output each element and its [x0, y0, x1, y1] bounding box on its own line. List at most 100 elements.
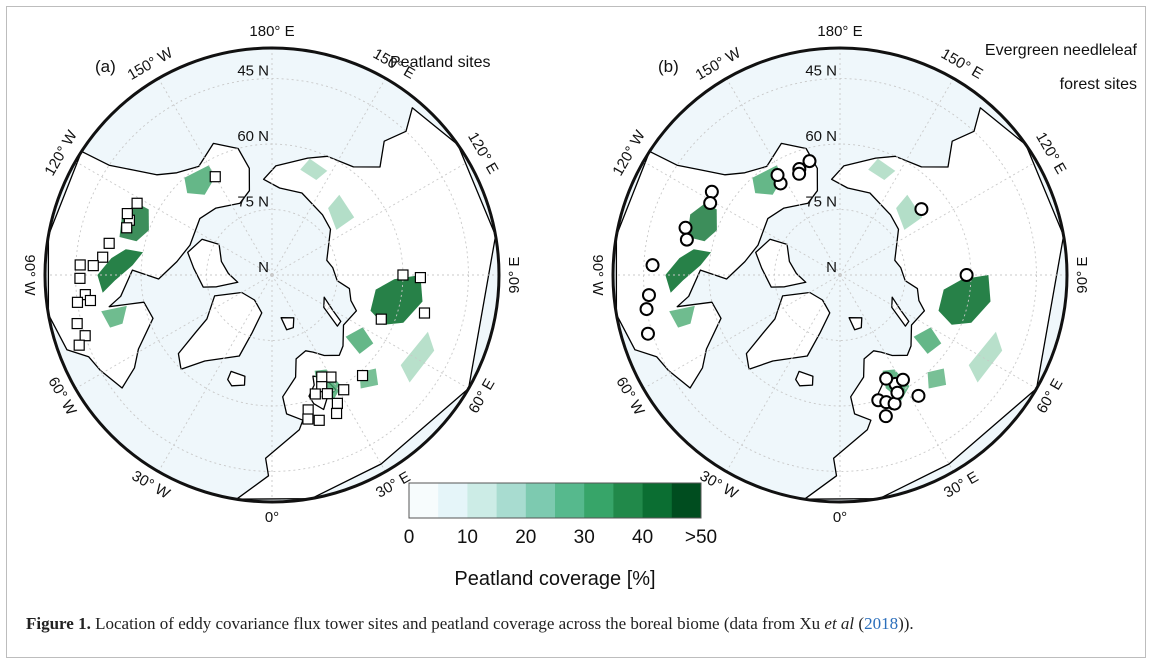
- site-marker-circle: [911, 388, 926, 403]
- lon-label: 90° E: [506, 257, 523, 294]
- lon-label: 90° E: [1074, 257, 1091, 294]
- panel-a-latitude-labels: 45 N 60 N 75 N N: [237, 63, 269, 276]
- lon-label: 180° E: [817, 23, 862, 40]
- land-greenland: [177, 291, 263, 370]
- site-marker-square: [325, 371, 337, 383]
- site-marker-square: [313, 414, 325, 426]
- panel-b-label: (b): [658, 57, 679, 76]
- site-marker-circle: [703, 196, 718, 211]
- colorbar-cell: [613, 483, 644, 518]
- colorbar-tick: 20: [515, 527, 536, 548]
- lat-label: N: [258, 259, 269, 276]
- site-marker-square: [131, 197, 143, 209]
- peat-patch-7: [927, 368, 947, 389]
- figure-caption: Figure 1. Location of eddy covariance fl…: [26, 614, 1126, 634]
- site-marker-circle: [704, 184, 719, 199]
- peat-patch-5: [345, 327, 374, 354]
- colorbar-cell: [642, 483, 673, 518]
- colorbar-tick: 10: [457, 527, 478, 548]
- colorbar-tick: >50: [685, 527, 717, 548]
- panel-b-map-frame: [611, 46, 1069, 504]
- site-marker-square: [309, 388, 321, 400]
- site-marker-square: [74, 259, 86, 271]
- site-marker-circle: [895, 372, 910, 387]
- site-marker-square: [71, 296, 84, 308]
- lon-label: 0°: [265, 509, 279, 526]
- site-marker-circle: [640, 326, 655, 341]
- site-marker-square: [84, 294, 97, 307]
- colorbar-tick: 30: [574, 527, 595, 548]
- site-marker-square: [121, 207, 133, 220]
- lat-label: 60 N: [805, 128, 837, 145]
- colorbar-cell: [409, 483, 439, 518]
- colorbar-tick-labels: 0 10 20 30 40 >50: [404, 527, 717, 548]
- colorbar-cell: [438, 483, 468, 518]
- site-marker-circle: [770, 168, 785, 183]
- peat-patch-9: [868, 158, 896, 180]
- colorbar-tick: 0: [404, 527, 415, 548]
- peat-patch-9: [300, 158, 328, 180]
- lon-label: 0°: [833, 509, 847, 526]
- peat-patch-4: [938, 275, 991, 325]
- colorbar-cell: [496, 483, 527, 518]
- land-eurasia: [803, 107, 1065, 500]
- land-north-america: [615, 142, 819, 389]
- panel-a-label: (a): [95, 57, 116, 76]
- land-greenland: [745, 291, 831, 370]
- land-iceland: [795, 370, 814, 387]
- peat-patch-8: [896, 194, 923, 230]
- colorbar: 0 10 20 30 40 >50 Peatland coverage [%]: [404, 482, 717, 590]
- panel-b-latitude-labels: 45 N 60 N 75 N N: [805, 63, 837, 276]
- site-marker-square: [97, 251, 109, 263]
- caption-reference-link[interactable]: 2018: [864, 614, 899, 633]
- peat-patch-5: [913, 327, 942, 354]
- colorbar-cell: [671, 483, 702, 518]
- site-marker-circle: [959, 268, 974, 282]
- site-marker-square: [418, 307, 431, 319]
- land-eurasia: [235, 107, 497, 500]
- peat-patch-0: [97, 249, 143, 293]
- colorbar-label: Peatland coverage [%]: [454, 568, 655, 590]
- figure-border: [6, 6, 1146, 658]
- peat-patch-10: [968, 331, 1003, 383]
- site-marker-circle: [802, 154, 817, 169]
- caption-label: Figure 1.: [26, 614, 91, 633]
- site-marker-circle: [879, 371, 894, 386]
- colorbar-outline: [408, 482, 702, 519]
- land-novaya-zemlya: [323, 296, 342, 327]
- site-marker-square: [375, 313, 387, 325]
- panel-a-map-frame: [43, 46, 501, 504]
- land-novaya-zemlya: [891, 296, 910, 327]
- site-marker-square: [71, 317, 83, 330]
- caption-close: )).: [898, 614, 914, 633]
- land-north-america: [47, 142, 251, 389]
- lat-label: 75 N: [805, 194, 837, 211]
- lat-label: 60 N: [237, 128, 269, 145]
- site-marker-square: [209, 171, 221, 183]
- panel-b-sites: [639, 154, 974, 424]
- colorbar-cell: [584, 483, 614, 518]
- land-svalbard: [280, 317, 295, 331]
- colorbar-cell: [525, 483, 556, 518]
- site-marker-circle: [914, 202, 929, 217]
- site-marker-circle: [639, 302, 654, 317]
- site-marker-square: [121, 222, 133, 234]
- caption-text: Location of eddy covariance flux tower s…: [90, 614, 825, 633]
- land-iceland: [227, 370, 246, 387]
- caption-italic: et al: [824, 614, 855, 633]
- lat-label: N: [826, 259, 837, 276]
- colorbar-cells: [409, 483, 702, 518]
- peat-patch-8: [328, 194, 355, 230]
- caption-open: (: [854, 614, 865, 633]
- lon-label: 90° W: [21, 254, 38, 296]
- lon-label: 180° E: [249, 23, 294, 40]
- site-marker-circle: [890, 385, 905, 400]
- panel-b-title-line1: Evergreen needleleaf: [985, 42, 1138, 59]
- site-marker-square: [331, 397, 344, 409]
- site-marker-circle: [679, 232, 694, 247]
- site-marker-square: [74, 272, 86, 284]
